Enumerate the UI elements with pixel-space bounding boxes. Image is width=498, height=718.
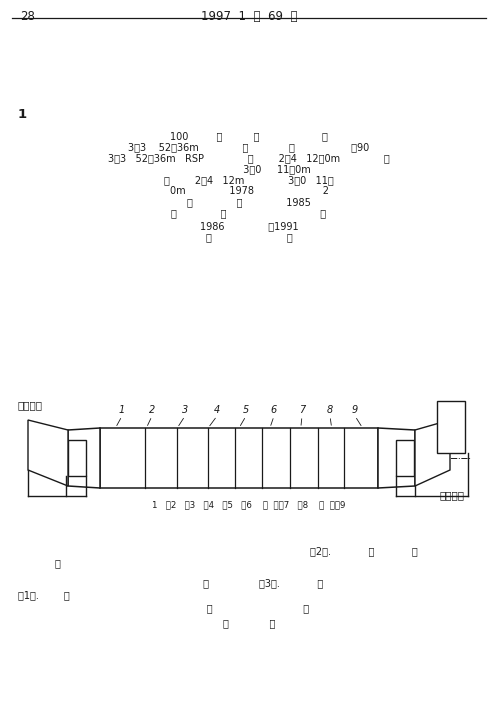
Text: 5: 5 bbox=[243, 405, 249, 415]
Text: 6: 6 bbox=[271, 405, 277, 415]
Text: 1997  1  （  69  ）: 1997 1 （ 69 ） bbox=[201, 10, 297, 23]
Text: 3．0     11．0m: 3．0 11．0m bbox=[187, 164, 311, 174]
Bar bbox=[437, 401, 465, 453]
Text: 7: 7 bbox=[299, 405, 305, 415]
Text: 1: 1 bbox=[18, 108, 27, 121]
Polygon shape bbox=[28, 420, 68, 486]
Text: ，              ，              1985: ， ， 1985 bbox=[187, 197, 311, 207]
Polygon shape bbox=[378, 428, 415, 488]
Text: 8: 8 bbox=[327, 405, 333, 415]
Text: 9: 9 bbox=[352, 405, 358, 415]
Text: 进磨入口: 进磨入口 bbox=[18, 400, 43, 410]
Text: 100         ，          ，                    ，: 100 ， ， ， bbox=[170, 131, 328, 141]
Text: 物料出口: 物料出口 bbox=[440, 490, 465, 500]
Bar bbox=[68, 440, 86, 476]
Text: ，                             ：: ， ： bbox=[188, 603, 310, 613]
Bar bbox=[100, 428, 378, 488]
Text: 3: 3 bbox=[182, 405, 188, 415]
Text: （1）.        ，: （1）. ， bbox=[18, 590, 70, 600]
Text: ，              ，                              ，: ， ， ， bbox=[171, 208, 327, 218]
Text: ，                        ，: ， ， bbox=[206, 232, 292, 242]
Text: ，             ，: ， ， bbox=[223, 618, 275, 628]
Text: 28: 28 bbox=[20, 10, 35, 23]
Polygon shape bbox=[415, 420, 450, 486]
Text: 0m              1978                      2: 0m 1978 2 bbox=[169, 186, 329, 196]
Text: 1   ：2   ：3   ：4   ：5   ：6    （  ）：7   ：8    （  ）：9: 1 ：2 ：3 ：4 ：5 ：6 （ ）：7 ：8 （ ）：9 bbox=[152, 500, 346, 509]
Text: （2）.            ，            ，: （2）. ， ， bbox=[310, 546, 418, 556]
Text: 1: 1 bbox=[119, 405, 125, 415]
Bar bbox=[396, 440, 414, 476]
Text: ：                （3）.            ，: ： （3）. ， bbox=[175, 578, 323, 588]
Text: 3．3    52．36m              ，             ，                  ．90: 3．3 52．36m ， ， ．90 bbox=[128, 142, 370, 152]
Text: 2: 2 bbox=[149, 405, 155, 415]
Polygon shape bbox=[68, 428, 100, 488]
Text: ，: ， bbox=[55, 558, 61, 568]
Text: 4: 4 bbox=[214, 405, 220, 415]
Text: 1986              ．1991: 1986 ．1991 bbox=[200, 221, 298, 231]
Text: ，        2．4   12m              3．0   11．: ， 2．4 12m 3．0 11． bbox=[164, 175, 334, 185]
Text: 3．3   52．36m   RSP              ，        2．4   12．0m              ，: 3．3 52．36m RSP ， 2．4 12．0m ， bbox=[108, 153, 390, 163]
